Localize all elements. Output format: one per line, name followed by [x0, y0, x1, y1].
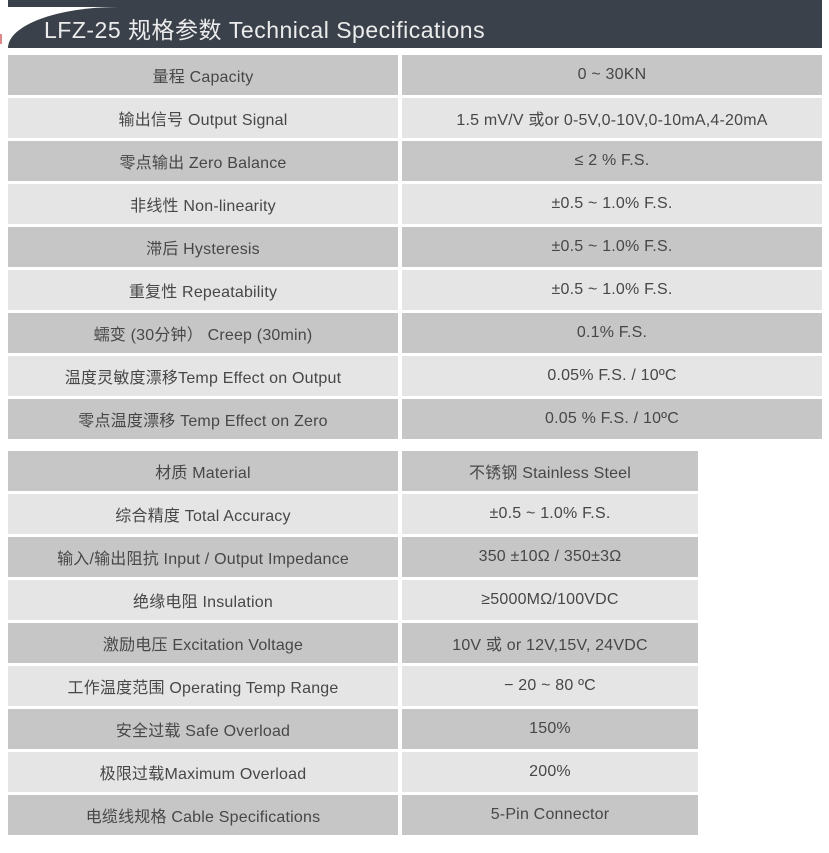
spec-label-cell: 输入/输出阻抗 Input / Output Impedance [8, 537, 398, 577]
spec-value-cell: ≥5000MΩ/100VDC [402, 580, 698, 620]
spec-value-cell: − 20 ~ 80 ºC [402, 666, 698, 706]
spec-value-cell: 150% [402, 709, 698, 749]
spec-value-cell: ±0.5 ~ 1.0% F.S. [402, 227, 822, 267]
spec-label-cell: 蠕变 (30分钟） Creep (30min) [8, 313, 398, 353]
spec-row: 电缆线规格 Cable Specifications 5-Pin Connecto… [8, 795, 822, 835]
scan-edge-mark [0, 34, 2, 44]
spec-label-cell: 零点温度漂移 Temp Effect on Zero [8, 399, 398, 439]
spec-row: 滞后 Hysteresis ±0.5 ~ 1.0% F.S. [8, 227, 822, 267]
spec-value-cell: ±0.5 ~ 1.0% F.S. [402, 270, 822, 310]
spec-row: 工作温度范围 Operating Temp Range − 20 ~ 80 ºC [8, 666, 822, 706]
spec-label-cell: 电缆线规格 Cable Specifications [8, 795, 398, 835]
header: LFZ-25 规格参数 Technical Specifications [8, 7, 822, 48]
spec-row: 安全过载 Safe Overload 150% [8, 709, 822, 749]
page-title: LFZ-25 规格参数 Technical Specifications [44, 16, 486, 43]
spec-label-cell: 极限过载Maximum Overload [8, 752, 398, 792]
spec-value-cell: 10V 或 or 12V,15V, 24VDC [402, 623, 698, 663]
spec-label-cell: 绝缘电阻 Insulation [8, 580, 398, 620]
spec-label-cell: 温度灵敏度漂移Temp Effect on Output [8, 356, 398, 396]
spec-label-cell: 滞后 Hysteresis [8, 227, 398, 267]
spec-row: 输出信号 Output Signal 1.5 mV/V 或or 0-5V,0-10… [8, 98, 822, 138]
spec-value-cell: ≤ 2 % F.S. [402, 141, 822, 181]
spec-row: 绝缘电阻 Insulation ≥5000MΩ/100VDC [8, 580, 822, 620]
spec-row: 零点温度漂移 Temp Effect on Zero 0.05 % F.S. / … [8, 399, 822, 439]
spec-value-cell: 5-Pin Connector [402, 795, 698, 835]
spec-label-cell: 激励电压 Excitation Voltage [8, 623, 398, 663]
spec-row: 零点输出 Zero Balance ≤ 2 % F.S. [8, 141, 822, 181]
spec-label-cell: 输出信号 Output Signal [8, 98, 398, 138]
spec-row: 激励电压 Excitation Voltage 10V 或 or 12V,15V,… [8, 623, 822, 663]
spec-row: 温度灵敏度漂移Temp Effect on Output 0.05% F.S. /… [8, 356, 822, 396]
spec-value-cell: 0.1% F.S. [402, 313, 822, 353]
spec-label-cell: 非线性 Non-linearity [8, 184, 398, 224]
spec-value-cell: 1.5 mV/V 或or 0-5V,0-10V,0-10mA,4-20mA [402, 98, 822, 138]
spec-value-cell: 0.05 % F.S. / 10ºC [402, 399, 822, 439]
spec-row: 极限过载Maximum Overload 200% [8, 752, 822, 792]
spec-row: 蠕变 (30分钟） Creep (30min) 0.1% F.S. [8, 313, 822, 353]
spec-row: 重复性 Repeatability ±0.5 ~ 1.0% F.S. [8, 270, 822, 310]
spec-row: 非线性 Non-linearity ±0.5 ~ 1.0% F.S. [8, 184, 822, 224]
spec-table-primary: 量程 Capacity 0 ~ 30KN 输出信号 Output Signal 1.5… [8, 55, 822, 442]
spec-label-cell: 安全过载 Safe Overload [8, 709, 398, 749]
spec-row: 量程 Capacity 0 ~ 30KN [8, 55, 822, 95]
spec-value-cell: 0.05% F.S. / 10ºC [402, 356, 822, 396]
spec-label-cell: 综合精度 Total Accuracy [8, 494, 398, 534]
spec-value-cell: 350 ±10Ω / 350±3Ω [402, 537, 698, 577]
spec-value-cell: ±0.5 ~ 1.0% F.S. [402, 494, 698, 534]
header-top-strip [8, 0, 822, 7]
spec-label-cell: 重复性 Repeatability [8, 270, 398, 310]
spec-row: 输入/输出阻抗 Input / Output Impedance 350 ±10Ω… [8, 537, 822, 577]
spec-value-cell: 不锈钢 Stainless Steel [402, 451, 698, 491]
spec-value-cell: ±0.5 ~ 1.0% F.S. [402, 184, 822, 224]
spec-label-cell: 量程 Capacity [8, 55, 398, 95]
spec-label-cell: 材质 Material [8, 451, 398, 491]
spec-value-cell: 0 ~ 30KN [402, 55, 822, 95]
spec-table-secondary: 材质 Material 不锈钢 Stainless Steel 综合精度 Total… [8, 451, 822, 838]
spec-label-cell: 零点输出 Zero Balance [8, 141, 398, 181]
spec-label-cell: 工作温度范围 Operating Temp Range [8, 666, 398, 706]
spec-value-cell: 200% [402, 752, 698, 792]
spec-row: 综合精度 Total Accuracy ±0.5 ~ 1.0% F.S. [8, 494, 822, 534]
spec-row: 材质 Material 不锈钢 Stainless Steel [8, 451, 822, 491]
